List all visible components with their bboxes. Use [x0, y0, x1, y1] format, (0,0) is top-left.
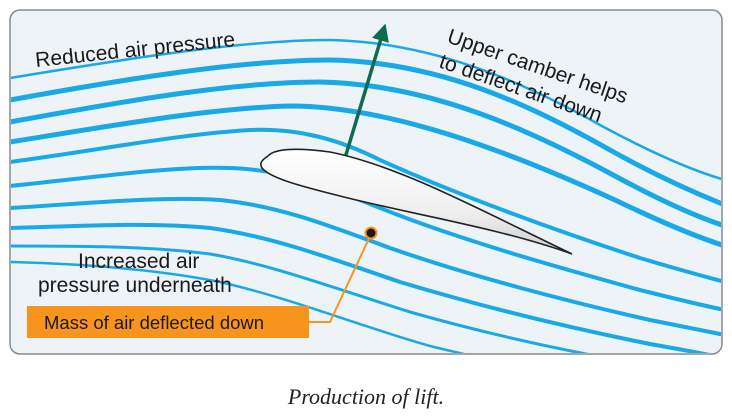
airflow-streamlines — [11, 38, 721, 353]
streamline — [11, 260, 542, 353]
callout-leader-line — [305, 231, 373, 323]
streamline — [11, 165, 721, 312]
airfoil — [260, 148, 573, 255]
lift-arrow — [343, 23, 389, 159]
mass-deflected-callout-box — [27, 306, 309, 338]
mass-deflected-label: Mass of air deflected down — [44, 312, 264, 333]
streamline — [11, 222, 721, 353]
callout-dot — [364, 226, 378, 240]
streamline — [11, 103, 721, 249]
increased-pressure-label-line1: Increased air — [78, 250, 199, 273]
streamline — [11, 38, 721, 182]
streamline — [11, 57, 721, 208]
streamline — [11, 127, 721, 284]
streamline — [11, 196, 721, 337]
streamline — [11, 79, 721, 229]
increased-pressure-label-line2: pressure underneath — [38, 274, 232, 297]
figure-caption: Production of lift. — [287, 384, 444, 409]
streamline — [11, 244, 642, 353]
